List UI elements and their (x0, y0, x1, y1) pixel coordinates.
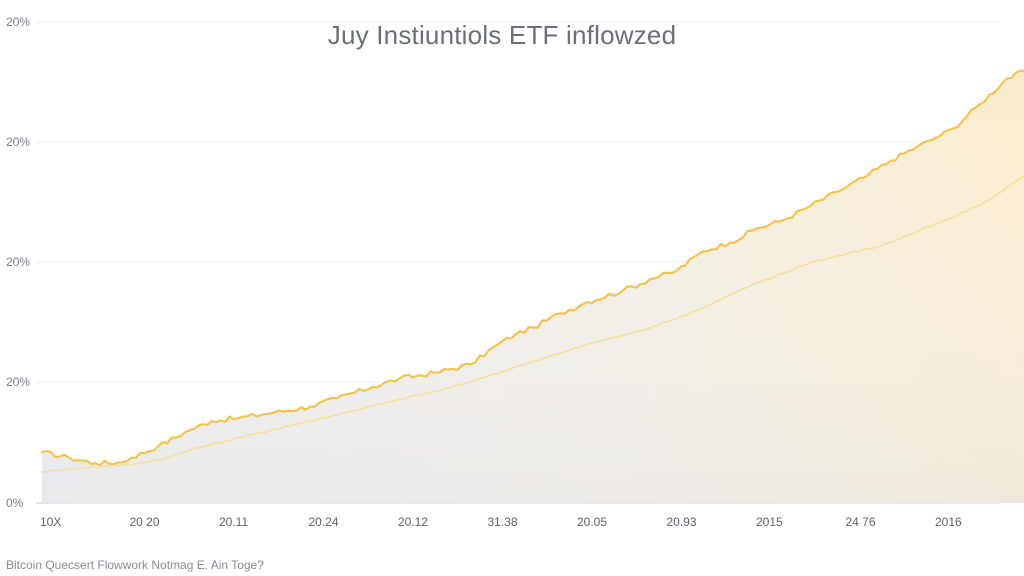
x-axis: 10X 20 20 20.11 20.24 20.12 31.38 20.05 20.93 20… (40, 515, 962, 529)
series-line-2 (41, 174, 1024, 473)
x-tick-label: 10X (40, 515, 61, 529)
x-tick-label: 20.93 (667, 515, 697, 529)
y-tick-label: 20% (6, 375, 30, 389)
x-tick-label: 2016 (935, 515, 962, 529)
x-tick-label: 31.38 (488, 515, 518, 529)
y-tick-label: 20% (6, 135, 30, 149)
series-lines (40, 69, 1024, 473)
series-line-1 (40, 69, 1024, 467)
x-tick-label: 20.05 (577, 515, 607, 529)
y-tick-label: 20% (6, 15, 30, 29)
x-tick-label: 20 20 (130, 515, 160, 529)
chart-title: Juy Instiuntiols ETF inflowzed (327, 20, 677, 50)
x-tick-label: 20.11 (219, 515, 248, 529)
x-tick-label: 24 76 (846, 515, 876, 529)
y-axis: 0% 20% 20% 20% 20% (6, 15, 30, 510)
x-tick-label: 2015 (756, 515, 783, 529)
chart-footnote: Bitcoin Quecsert Flowwork Notmag E. Ain … (6, 558, 264, 572)
x-tick-label: 20.12 (398, 515, 428, 529)
y-tick-label: 0% (6, 496, 24, 510)
x-tick-label: 20.24 (309, 515, 339, 529)
y-tick-label: 20% (6, 255, 30, 269)
area-fills (42, 70, 1024, 503)
area-shade-series-1 (42, 70, 1024, 503)
